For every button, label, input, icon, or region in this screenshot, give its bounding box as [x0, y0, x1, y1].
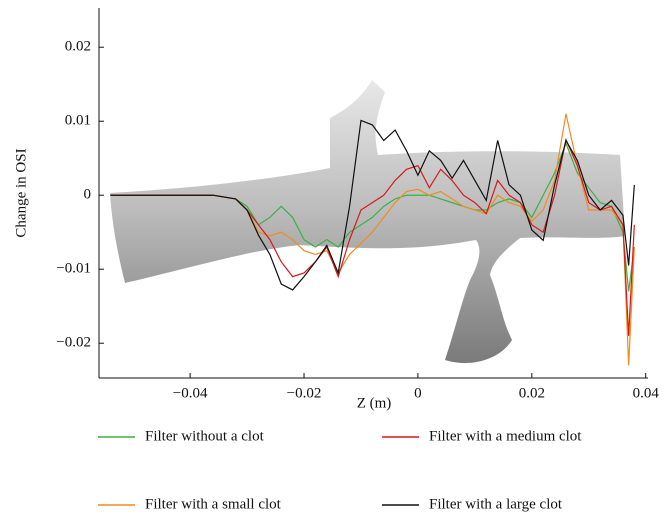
series-line	[110, 113, 635, 366]
series-line	[110, 141, 635, 292]
y-tick-label: −0.02	[56, 335, 91, 351]
legend-label: Filter with a large clot	[429, 496, 563, 512]
plot-area	[110, 113, 635, 366]
x-tick-label: −0.04	[173, 385, 208, 401]
legend-label: Filter without a clot	[145, 428, 265, 444]
series-line	[110, 119, 635, 291]
x-tick-label: 0.04	[633, 385, 660, 401]
legend-label: Filter with a medium clot	[429, 428, 582, 444]
legend-label: Filter with a small clot	[145, 496, 282, 512]
y-tick-label: 0.02	[65, 39, 91, 55]
x-axis-label: Z (m)	[357, 395, 392, 411]
x-tick-label: 0.02	[519, 385, 545, 401]
y-tick-label: 0	[84, 187, 92, 203]
y-tick-label: 0.01	[65, 113, 91, 129]
vessel-background	[110, 80, 625, 364]
x-tick-label: −0.02	[287, 385, 322, 401]
x-tick-label: 0	[414, 385, 422, 401]
series-line	[110, 137, 635, 336]
y-tick-label: −0.01	[56, 261, 91, 277]
y-axis-label: Change in OSI	[13, 148, 29, 237]
